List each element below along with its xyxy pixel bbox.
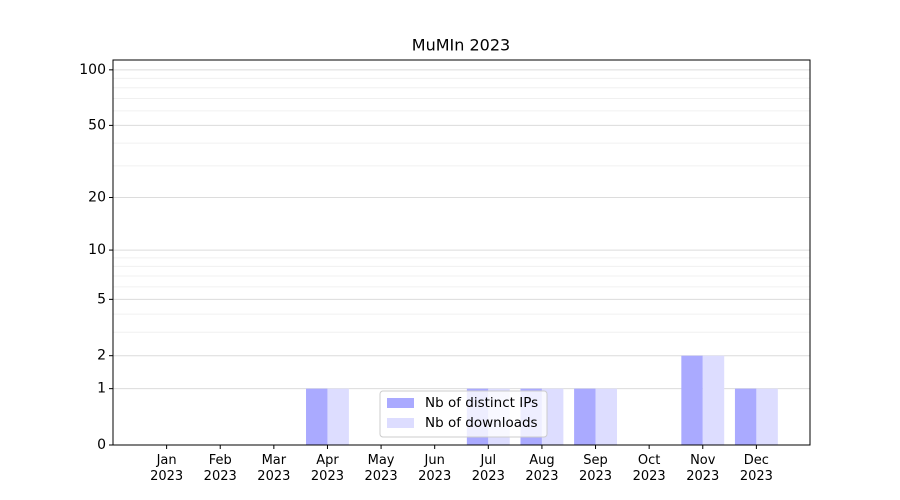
x-tick-label: Sep 2023 xyxy=(578,453,613,484)
y-tick-label: 0 xyxy=(97,437,106,453)
x-tick-label: Jul 2023 xyxy=(471,453,505,484)
x-tick-label: Apr 2023 xyxy=(310,453,344,484)
legend-swatch xyxy=(387,398,414,408)
bar xyxy=(734,388,757,445)
y-tick-label: 10 xyxy=(88,242,106,258)
x-tick-label: Feb 2023 xyxy=(203,453,237,484)
x-tick-label: Mar 2023 xyxy=(257,453,291,484)
y-tick-label: 5 xyxy=(97,291,106,307)
x-tick-label: Oct 2023 xyxy=(632,453,666,484)
chart-title: MuMIn 2023 xyxy=(412,36,510,55)
bar xyxy=(574,388,596,445)
y-tick-label: 2 xyxy=(97,348,106,364)
bar xyxy=(595,388,617,445)
bar xyxy=(702,355,725,445)
legend: Nb of distinct IPs Nb of downloads xyxy=(379,390,548,438)
x-tick-label: Aug 2023 xyxy=(525,453,559,484)
x-tick-label: May 2023 xyxy=(364,453,398,484)
legend-swatch xyxy=(387,418,414,428)
x-tick-label: Jan 2023 xyxy=(150,453,184,484)
legend-label: Nb of distinct IPs xyxy=(425,395,538,411)
plot-frame xyxy=(112,59,811,446)
y-tick-label: 20 xyxy=(88,190,106,206)
x-tick-label: Nov 2023 xyxy=(686,453,720,484)
y-tick-label: 50 xyxy=(88,117,106,133)
legend-label: Nb of downloads xyxy=(425,415,538,431)
legend-frame xyxy=(379,390,548,438)
y-tick-label: 1 xyxy=(97,381,106,397)
bar xyxy=(327,388,349,445)
x-tick-label: Dec 2023 xyxy=(739,453,773,484)
bar xyxy=(756,388,778,445)
y-tick-label: 100 xyxy=(79,62,106,78)
bar xyxy=(306,388,328,445)
x-tick-label: Jun 2023 xyxy=(418,453,452,484)
bar xyxy=(681,355,703,445)
